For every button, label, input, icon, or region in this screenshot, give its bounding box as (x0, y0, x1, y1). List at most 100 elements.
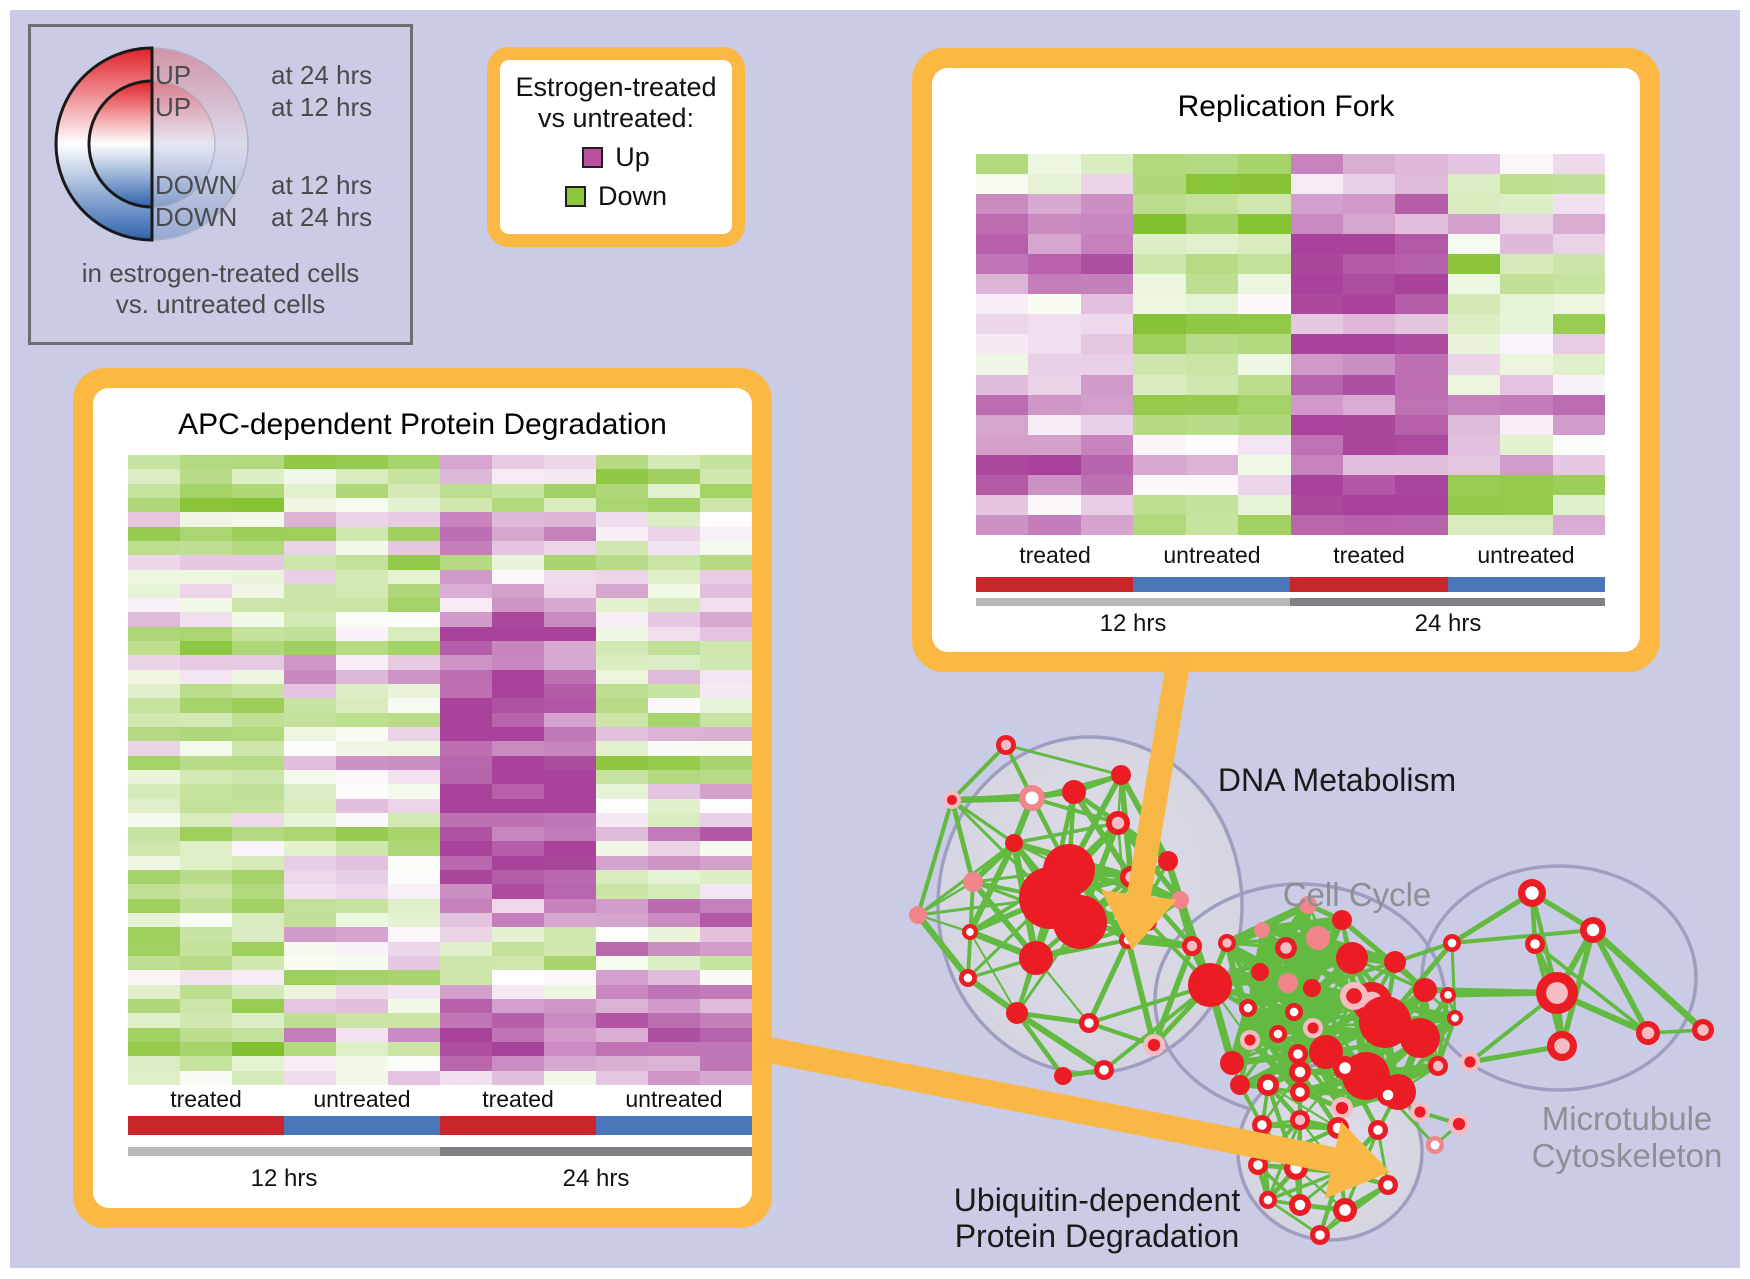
heatmap-cell (648, 583, 700, 599)
heatmap-cell (700, 512, 752, 527)
network-edge (1590, 928, 1651, 1035)
heatmap-cell (596, 684, 648, 699)
gene-node (1188, 963, 1232, 1007)
heatmap-cell (336, 956, 388, 971)
heatmap-cell (700, 455, 752, 470)
heatmap-cell (544, 941, 596, 957)
heatmap-cell (648, 555, 700, 570)
gene-node (1106, 811, 1130, 835)
heatmap-cell (648, 984, 700, 1000)
heatmap-cell (700, 1056, 752, 1071)
heatmap-cell (596, 855, 648, 871)
heatmap-cell (180, 870, 232, 885)
heatmap-cell (180, 769, 232, 785)
heatmap-cell (440, 984, 492, 1000)
heatmap-cell (1342, 254, 1396, 275)
heatmap-cell (492, 540, 544, 556)
heatmap-cell (336, 512, 388, 527)
heatmap-cell (180, 583, 232, 599)
heatmap-cell (180, 726, 232, 742)
heatmap-cell (1395, 474, 1448, 495)
heatmap-cell (1290, 334, 1343, 355)
heatmap-cell (700, 1042, 752, 1057)
heatmap-cell (284, 784, 336, 799)
heatmap-cell (180, 669, 232, 684)
heatmap-cell (700, 655, 752, 670)
heatmap-cell (492, 798, 544, 813)
heatmap-cell (440, 555, 492, 570)
rf-treated-bar-12 (976, 577, 1133, 592)
heatmap-cell (128, 512, 180, 527)
heatmap-cell (180, 512, 232, 527)
heatmap-cell (128, 884, 180, 899)
gene-node (959, 969, 977, 987)
heatmap-cell (180, 598, 232, 613)
heatmap-cell (1290, 154, 1343, 175)
heatmap-cell (492, 927, 544, 942)
heatmap-cell (388, 927, 440, 942)
heatmap-cell (440, 741, 492, 756)
heatmap-cell (440, 855, 492, 871)
heatmap-cell (440, 469, 492, 484)
heatmap-cell (388, 684, 440, 699)
network-edge (917, 913, 971, 934)
heatmap-cell (180, 927, 232, 942)
heatmap-cell (128, 898, 180, 914)
heatmap-cell (492, 555, 544, 570)
heatmap-cell (336, 1056, 388, 1071)
heatmap-cell (284, 755, 336, 770)
heatmap-cell (232, 970, 284, 985)
heatmap-cell (128, 526, 180, 541)
heatmap-cell (976, 154, 1029, 175)
heatmap-cell (180, 1070, 232, 1085)
heatmap-cell (232, 755, 284, 770)
heatmap-cell (700, 884, 752, 899)
heatmap-cell (284, 1013, 336, 1028)
heatmap-cell (1238, 354, 1291, 375)
heatmap-cell (440, 655, 492, 670)
heatmap-cell (648, 1070, 700, 1085)
up-label: Up (615, 142, 650, 172)
network-edge (1224, 942, 1253, 1041)
heatmap-cell (544, 469, 596, 484)
heatmap-cell (232, 827, 284, 842)
heatmap-cell (1500, 374, 1553, 395)
heatmap-cell (128, 769, 180, 785)
heatmap-cell (1185, 154, 1239, 175)
heatmap-cell (492, 970, 544, 985)
heatmap-cell (1028, 374, 1081, 395)
heatmap-cell (1133, 174, 1186, 195)
heatmap-cell (1185, 374, 1239, 395)
heatmap-cell (388, 1013, 440, 1028)
heatmap-cell (1080, 174, 1134, 195)
heatmap-cell (700, 841, 752, 856)
gene-node (1182, 936, 1202, 956)
gene-node (1019, 941, 1053, 975)
legend-caption-line1: in estrogen-treated cells (81, 258, 360, 288)
heatmap-cell (440, 769, 492, 785)
heatmap-cell (1395, 394, 1448, 415)
heatmap-cell (1342, 494, 1396, 515)
heatmap-cell (1500, 294, 1553, 315)
ubiquitin-label-line1: Ubiquitin-dependent (953, 1182, 1241, 1218)
heatmap-cell (1133, 214, 1186, 235)
gene-node (1240, 1030, 1260, 1050)
heatmap-cell (492, 669, 544, 684)
heatmap-cell (336, 712, 388, 727)
heatmap-cell (1500, 234, 1553, 255)
heatmap-cell (596, 626, 648, 642)
heatmap-cell (648, 497, 700, 513)
heatmap-cell (388, 1027, 440, 1043)
heatmap-cell (128, 941, 180, 957)
gene-node (1053, 895, 1107, 949)
updown-legend-title-line1: Estrogen-treated (515, 72, 717, 102)
gene-node (1248, 1155, 1268, 1175)
heatmap-cell (700, 999, 752, 1014)
heatmap-cell (1028, 274, 1081, 295)
heatmap-cell (284, 769, 336, 785)
heatmap-cell (492, 497, 544, 513)
heatmap-cell (492, 1013, 544, 1028)
gene-node (1158, 851, 1178, 871)
heatmap-cell (1185, 394, 1239, 415)
heatmap-cell (1028, 314, 1081, 335)
